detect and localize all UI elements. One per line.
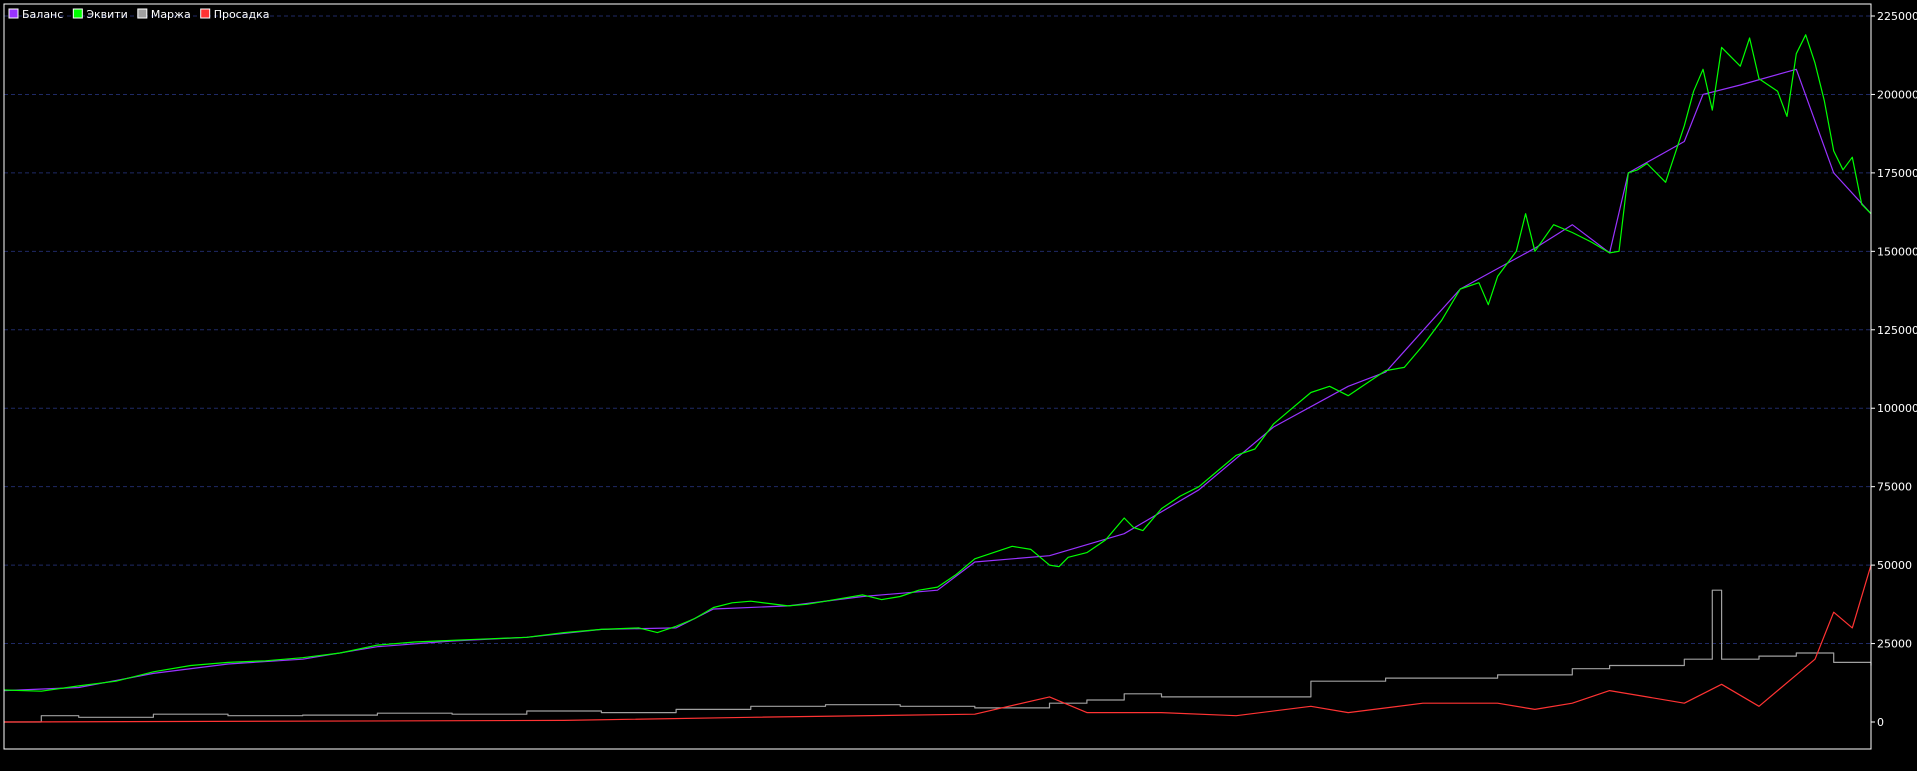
- y-tick-label: 125000: [1877, 324, 1917, 337]
- legend-swatch-margin: [137, 8, 148, 19]
- y-tick-label: 0: [1877, 716, 1884, 729]
- y-tick-label: 75000: [1877, 481, 1912, 494]
- series-line-drawdown: [3, 564, 1872, 723]
- y-tick-label: 50000: [1877, 559, 1912, 572]
- legend-label-margin: Маржа: [151, 8, 191, 21]
- y-tick-label: 25000: [1877, 638, 1912, 651]
- legend-swatch-balance: [8, 8, 19, 19]
- y-tick-label: 100000: [1877, 402, 1917, 415]
- legend-label-equity: Эквити: [86, 8, 128, 21]
- y-axis: 0 25000 50000 75000 100000 125000 150000 175000…: [1871, 10, 1917, 729]
- legend-swatch-drawdown: [200, 8, 211, 19]
- legend: Баланс Эквити Маржа Просадка: [8, 8, 270, 21]
- y-tick-label: 175000: [1877, 167, 1917, 180]
- legend-label-balance: Баланс: [22, 8, 63, 21]
- y-tick-label: 200000: [1877, 88, 1917, 101]
- series-layer: [3, 34, 1872, 723]
- plot-frame: [3, 3, 1872, 750]
- legend-label-drawdown: Просадка: [214, 8, 270, 21]
- y-tick-label: 150000: [1877, 245, 1917, 258]
- series-line-equity: [3, 34, 1872, 692]
- legend-swatch-equity: [72, 8, 83, 19]
- series-line-margin: [4, 589, 1872, 723]
- grid-lines: [4, 15, 1871, 645]
- y-tick-label: 225000: [1877, 10, 1917, 23]
- series-line-balance: [3, 68, 1872, 692]
